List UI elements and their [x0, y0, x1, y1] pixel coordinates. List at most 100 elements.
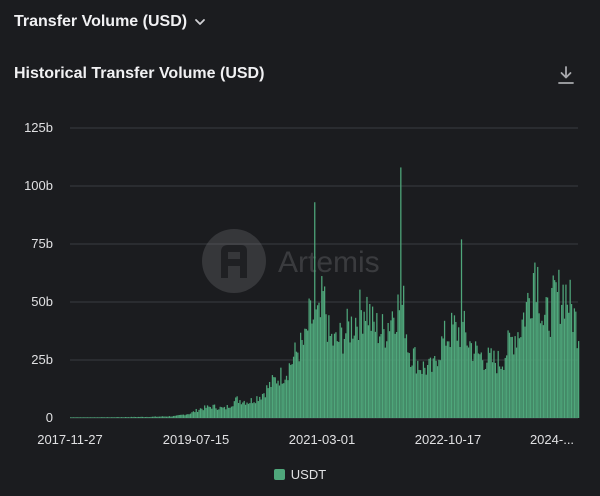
- usdt-bar[interactable]: [216, 409, 219, 418]
- usdt-bar[interactable]: [170, 416, 172, 418]
- usdt-bar[interactable]: [422, 361, 425, 418]
- usdt-bar[interactable]: [277, 380, 279, 418]
- usdt-bar[interactable]: [137, 416, 139, 418]
- usdt-bar[interactable]: [415, 373, 417, 418]
- usdt-bar[interactable]: [459, 347, 461, 418]
- usdt-bar[interactable]: [460, 239, 463, 418]
- usdt-bar[interactable]: [184, 415, 186, 418]
- usdt-bar[interactable]: [349, 342, 351, 418]
- usdt-bar[interactable]: [82, 417, 84, 418]
- usdt-bar[interactable]: [538, 313, 540, 418]
- usdt-bar[interactable]: [518, 338, 520, 418]
- usdt-bar[interactable]: [473, 353, 475, 418]
- usdt-bar[interactable]: [562, 284, 564, 418]
- usdt-bar[interactable]: [228, 407, 230, 418]
- usdt-bar[interactable]: [215, 408, 217, 418]
- usdt-bar[interactable]: [229, 407, 231, 418]
- usdt-bar[interactable]: [357, 339, 360, 418]
- usdt-bar[interactable]: [356, 326, 358, 418]
- usdt-bar[interactable]: [575, 311, 577, 418]
- usdt-bar[interactable]: [331, 333, 333, 418]
- usdt-bar[interactable]: [381, 314, 384, 418]
- usdt-bar[interactable]: [141, 416, 144, 418]
- usdt-bar[interactable]: [96, 417, 99, 418]
- usdt-bar[interactable]: [380, 334, 382, 418]
- usdt-bar[interactable]: [110, 417, 113, 418]
- usdt-bar[interactable]: [204, 405, 206, 418]
- usdt-bar[interactable]: [469, 341, 471, 418]
- usdt-bar[interactable]: [195, 408, 197, 418]
- usdt-bar[interactable]: [274, 377, 276, 418]
- usdt-bar[interactable]: [441, 336, 443, 418]
- usdt-bar[interactable]: [427, 364, 429, 418]
- usdt-bar[interactable]: [325, 314, 327, 418]
- usdt-bar[interactable]: [285, 375, 288, 418]
- usdt-bar[interactable]: [404, 338, 406, 418]
- usdt-bar[interactable]: [192, 411, 195, 418]
- usdt-bar[interactable]: [134, 417, 137, 418]
- usdt-bar[interactable]: [520, 337, 522, 418]
- usdt-bar[interactable]: [154, 416, 156, 418]
- usdt-bar[interactable]: [542, 325, 544, 418]
- usdt-bar[interactable]: [340, 327, 343, 418]
- usdt-bar[interactable]: [458, 327, 460, 418]
- usdt-bar[interactable]: [133, 416, 135, 418]
- usdt-bar[interactable]: [222, 407, 224, 418]
- usdt-bar[interactable]: [276, 383, 278, 418]
- usdt-bar[interactable]: [297, 352, 299, 418]
- usdt-bar[interactable]: [405, 334, 408, 418]
- usdt-bar[interactable]: [418, 369, 420, 418]
- usdt-bar[interactable]: [339, 322, 341, 418]
- usdt-bar[interactable]: [548, 330, 550, 418]
- usdt-bar[interactable]: [539, 323, 542, 418]
- usdt-bar[interactable]: [364, 320, 367, 418]
- usdt-bar[interactable]: [448, 341, 450, 418]
- usdt-bar[interactable]: [359, 289, 361, 418]
- usdt-bar[interactable]: [208, 406, 210, 418]
- usdt-bar[interactable]: [489, 352, 491, 418]
- usdt-bar[interactable]: [178, 414, 180, 418]
- usdt-bar[interactable]: [108, 417, 110, 418]
- usdt-bar[interactable]: [123, 417, 125, 418]
- usdt-bar[interactable]: [472, 360, 474, 418]
- usdt-bar[interactable]: [438, 359, 440, 418]
- usdt-bar[interactable]: [223, 406, 226, 418]
- usdt-bar[interactable]: [431, 371, 433, 418]
- usdt-bar[interactable]: [268, 381, 271, 418]
- usdt-bar[interactable]: [164, 416, 166, 418]
- usdt-bar[interactable]: [528, 298, 530, 418]
- usdt-bar[interactable]: [209, 406, 211, 418]
- usdt-bar[interactable]: [506, 355, 508, 418]
- usdt-bar[interactable]: [165, 416, 168, 418]
- usdt-bar[interactable]: [439, 360, 441, 418]
- usdt-bar[interactable]: [336, 341, 338, 418]
- usdt-bar[interactable]: [181, 414, 183, 418]
- usdt-bar[interactable]: [301, 340, 303, 418]
- usdt-bar[interactable]: [198, 409, 200, 418]
- usdt-bar[interactable]: [153, 416, 155, 418]
- usdt-bar[interactable]: [77, 417, 79, 418]
- usdt-bar[interactable]: [425, 374, 427, 418]
- usdt-bar[interactable]: [85, 417, 87, 418]
- usdt-bar[interactable]: [264, 397, 266, 418]
- usdt-bar[interactable]: [250, 398, 252, 418]
- usdt-bar[interactable]: [537, 266, 539, 418]
- usdt-bar[interactable]: [75, 417, 77, 418]
- usdt-bar[interactable]: [98, 417, 100, 418]
- usdt-bar[interactable]: [307, 330, 309, 418]
- usdt-bar[interactable]: [182, 414, 185, 418]
- usdt-bar[interactable]: [127, 417, 130, 418]
- usdt-bar[interactable]: [522, 312, 525, 418]
- usdt-bar[interactable]: [103, 417, 106, 418]
- usdt-bar[interactable]: [498, 366, 501, 418]
- usdt-bar[interactable]: [158, 416, 161, 418]
- usdt-bar[interactable]: [70, 417, 72, 418]
- usdt-bar[interactable]: [84, 417, 86, 418]
- usdt-bar[interactable]: [487, 347, 489, 418]
- usdt-bar[interactable]: [308, 298, 310, 418]
- usdt-bar[interactable]: [347, 321, 350, 418]
- usdt-bar[interactable]: [466, 345, 468, 418]
- usdt-bar[interactable]: [113, 417, 116, 418]
- usdt-bar[interactable]: [211, 408, 213, 418]
- usdt-bar[interactable]: [199, 408, 202, 418]
